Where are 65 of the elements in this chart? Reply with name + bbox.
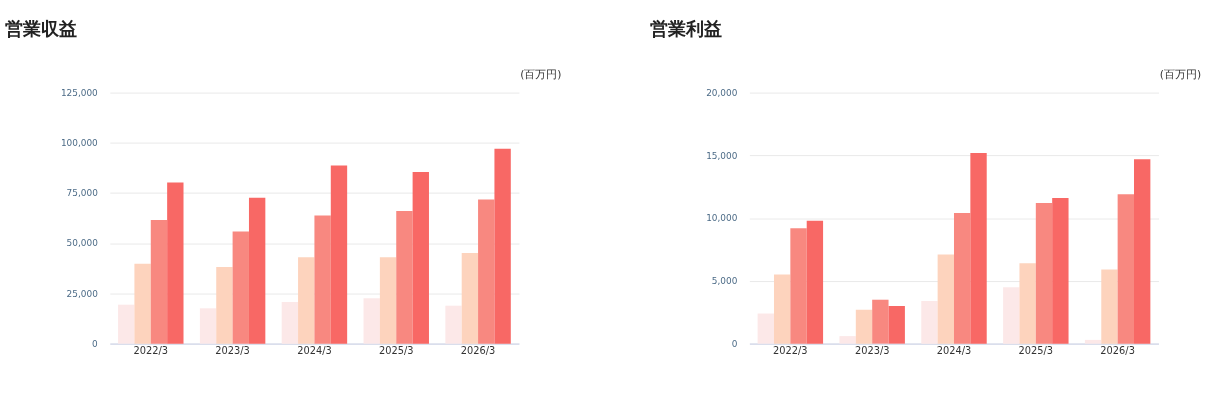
bar <box>872 299 889 344</box>
bar <box>1084 339 1102 344</box>
bar <box>330 165 348 344</box>
bar <box>298 257 315 344</box>
bar <box>1134 159 1151 344</box>
bar <box>1019 263 1036 344</box>
y-tick-label: 0 <box>92 338 99 349</box>
bar <box>921 300 938 344</box>
bar <box>216 266 233 344</box>
bar <box>281 302 299 344</box>
bar <box>396 210 413 344</box>
bar <box>855 309 873 344</box>
bar <box>379 257 397 344</box>
x-tick-label: 2022/3 <box>773 344 808 356</box>
bar <box>461 252 479 344</box>
y-tick-label: 20,000 <box>706 87 738 98</box>
bar <box>118 304 135 344</box>
y-axis-title: (百万円) <box>520 67 562 81</box>
y-tick-label: 10,000 <box>706 213 738 224</box>
bar <box>757 313 774 344</box>
x-tick-label: 2022/3 <box>133 344 169 356</box>
bar <box>970 152 987 344</box>
y-tick-label: 75,000 <box>66 188 99 199</box>
bar <box>363 298 380 344</box>
bar <box>494 148 511 344</box>
x-tick-label: 2025/3 <box>1018 344 1054 356</box>
bar <box>1052 198 1069 344</box>
bar <box>232 231 249 344</box>
x-tick-label: 2024/3 <box>297 344 332 356</box>
y-tick-label: 100,000 <box>60 137 99 148</box>
bar <box>806 220 824 344</box>
y-tick-label: 50,000 <box>66 238 99 249</box>
bar <box>150 219 168 344</box>
bar <box>134 263 151 344</box>
bar <box>773 274 791 344</box>
bar <box>199 308 217 344</box>
y-tick-label: 25,000 <box>66 288 99 299</box>
bar <box>937 254 954 344</box>
x-tick-label: 2026/3 <box>1100 344 1135 356</box>
y-tick-label: 5,000 <box>711 276 738 287</box>
bar <box>412 171 429 344</box>
x-tick-label: 2023/3 <box>215 344 250 356</box>
x-tick-label: 2023/3 <box>854 344 890 356</box>
bar <box>1003 287 1020 344</box>
bar <box>478 199 495 344</box>
chart-title: 営業利益 <box>650 17 723 39</box>
bar <box>1117 194 1134 344</box>
x-tick-label: 2026/3 <box>460 344 496 356</box>
y-axis-title: (百万円) <box>1159 67 1202 81</box>
bar <box>954 213 971 344</box>
x-tick-label: 2024/3 <box>936 344 972 356</box>
bar <box>314 215 331 344</box>
bar <box>790 228 807 344</box>
y-tick-label: 125,000 <box>60 87 99 98</box>
bar <box>1035 203 1053 344</box>
bar <box>167 182 184 344</box>
x-tick-label: 2025/3 <box>378 344 414 356</box>
bar <box>1101 269 1118 344</box>
chart-title: 営業収益 <box>5 17 78 39</box>
y-tick-label: 15,000 <box>706 150 738 161</box>
bar <box>445 305 462 344</box>
bar <box>888 305 905 344</box>
y-tick-label: 0 <box>731 338 738 349</box>
bar <box>248 197 266 344</box>
bar <box>839 336 856 344</box>
